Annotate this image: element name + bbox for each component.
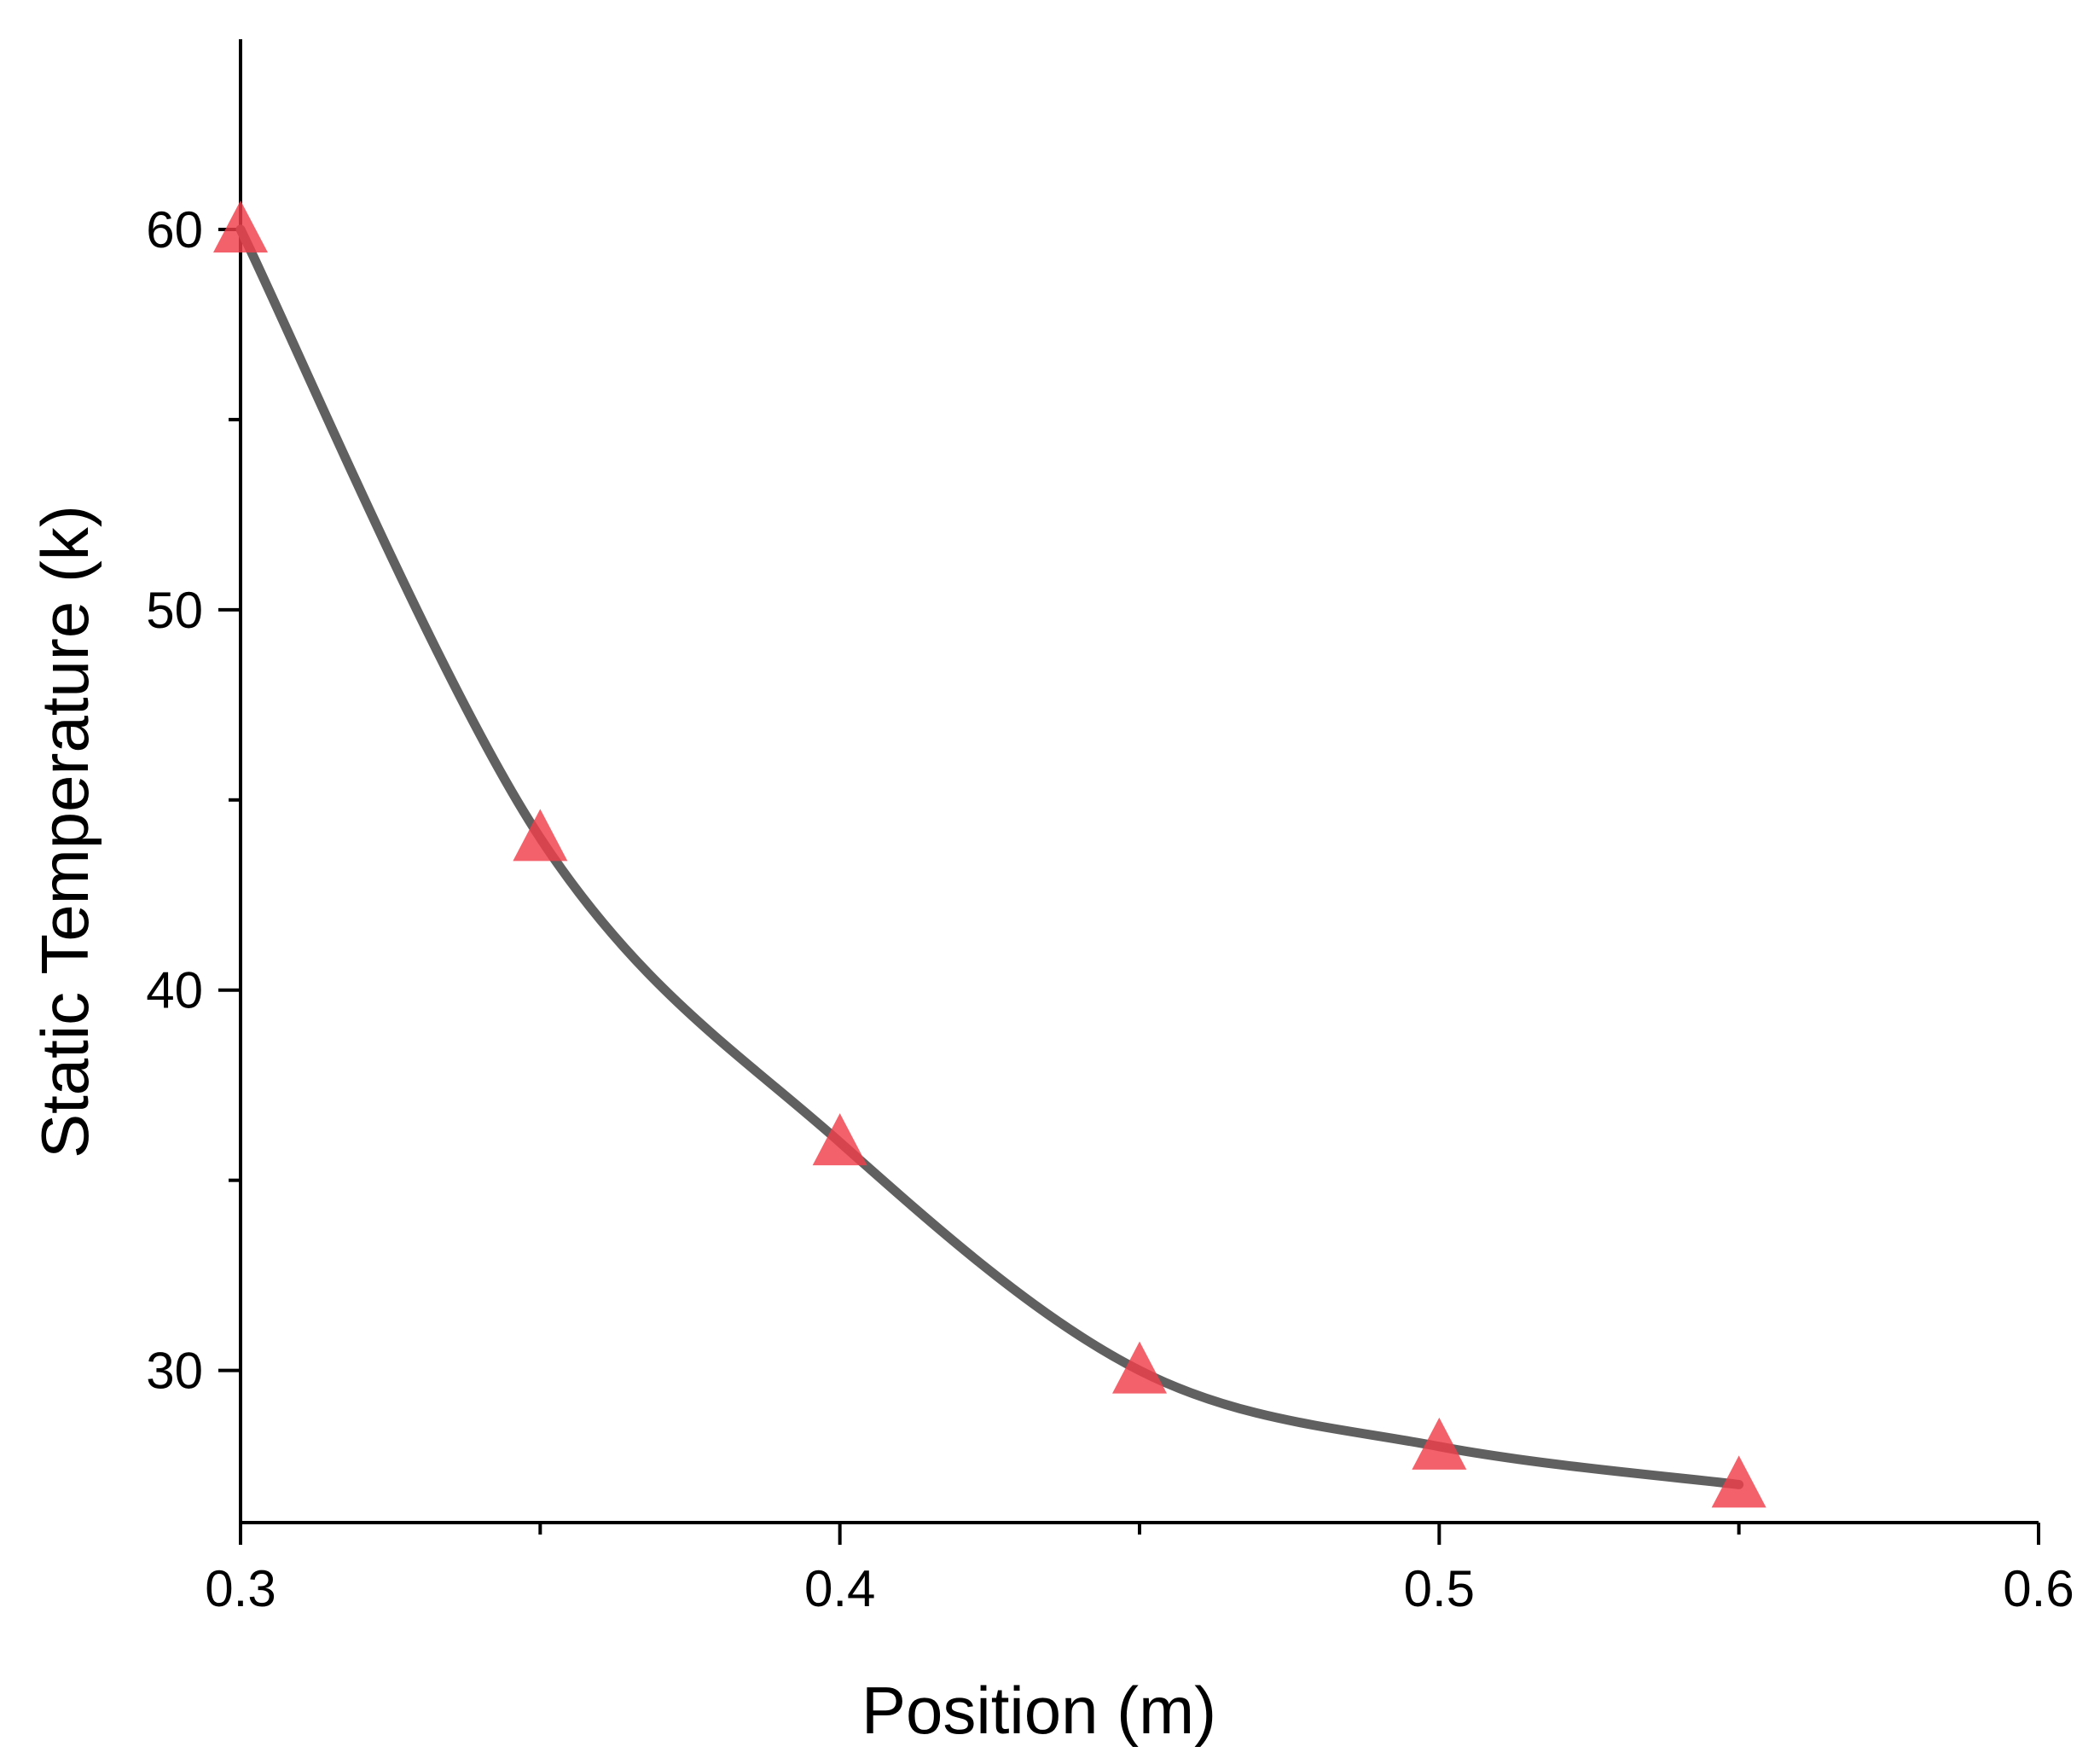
- y-tick-label: 30: [146, 1343, 203, 1400]
- y-tick-label: 60: [146, 201, 203, 258]
- x-tick-label: 0.4: [804, 1560, 875, 1617]
- series-line: [235, 224, 1744, 1489]
- data-point-marker: [1711, 1455, 1766, 1508]
- data-point-marker: [1412, 1417, 1467, 1470]
- y-axis-title: Static Temperature (k): [27, 505, 102, 1158]
- data-point-marker: [213, 200, 268, 252]
- data-point-marker: [513, 809, 568, 862]
- tick-labels: 0.3 0.4 0.5 0.6 30 40 50 60: [146, 201, 2074, 1617]
- x-tick-label: 0.3: [205, 1560, 276, 1617]
- x-tick-label: 0.5: [1404, 1560, 1475, 1617]
- data-point-marker: [1112, 1341, 1167, 1394]
- ticks: [218, 227, 2040, 1545]
- x-tick-label: 0.6: [2003, 1560, 2074, 1617]
- y-tick-label: 50: [146, 582, 203, 639]
- y-tick-label: 40: [146, 962, 203, 1019]
- x-axis-title: Position (m): [861, 1673, 1216, 1748]
- markers: [213, 200, 1766, 1508]
- data-point-marker: [812, 1113, 867, 1166]
